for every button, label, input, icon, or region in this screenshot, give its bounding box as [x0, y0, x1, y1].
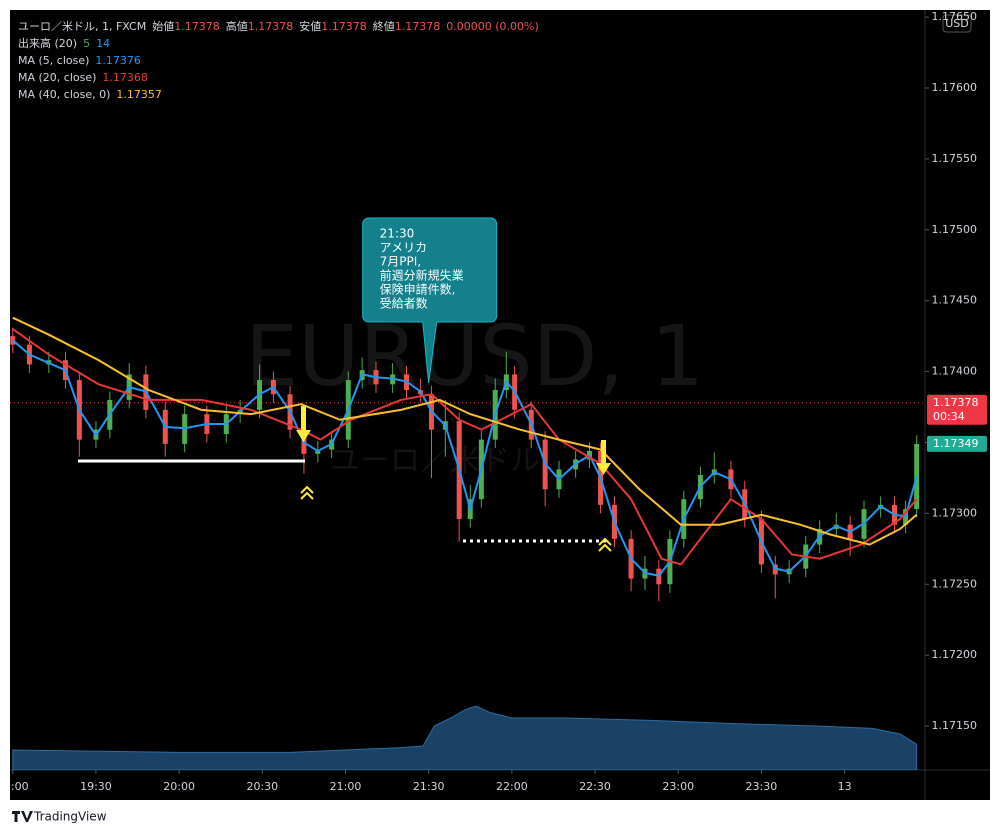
ma-line [12, 339, 918, 577]
brand: TradingView [33, 810, 107, 824]
down-arrow [296, 406, 311, 442]
x-tick-label: 19:00 [0, 780, 29, 793]
event-text: 21:30 [380, 227, 415, 241]
last-price-box [927, 394, 987, 425]
legend-text: 1.17378 [248, 20, 294, 33]
chevron [300, 485, 314, 494]
down-arrow [596, 440, 611, 475]
ma-line [12, 328, 918, 566]
last-price-label: 1.17378 [933, 396, 979, 409]
event-text: アメリカ [380, 241, 427, 255]
ma-line [12, 316, 918, 546]
drawings [78, 406, 612, 552]
y-tick-label: 1.17250 [932, 577, 978, 590]
legend-text: 5 [83, 37, 90, 50]
y-tick-label: 1.17650 [932, 10, 978, 23]
plot-area [10, 316, 925, 770]
chevron [598, 537, 612, 546]
legend-text: MA (40, close, 0) [18, 88, 110, 101]
y-tick-label: 1.17400 [932, 365, 978, 378]
currency[interactable]: USD [945, 17, 969, 30]
x-tick-label: 21:00 [330, 780, 362, 793]
legend-text: 1.17378 [174, 20, 220, 33]
x-tick-label: 21:30 [413, 780, 445, 793]
legend-text: MA (5, close) [18, 54, 89, 67]
watermark-layer: EURUSD, 1 ユーロ／米ドル [245, 307, 704, 479]
chevron [598, 543, 612, 552]
currency-box[interactable] [942, 14, 972, 33]
legend-text: 高値 [226, 19, 248, 33]
legend-text: 終値 [373, 19, 395, 33]
event-bubble [362, 217, 498, 383]
y-tick-label: 1.17450 [932, 294, 978, 307]
y-tick-label: 1.17150 [932, 719, 978, 732]
watermark-sub: ユーロ／米ドル [330, 444, 540, 479]
watermark: EURUSD, 1 [245, 307, 704, 405]
legend-text: 安値 [299, 19, 321, 33]
x-tick-label: 13 [838, 780, 852, 793]
brand-logo [12, 811, 33, 822]
x-tick-label: 23:00 [662, 780, 694, 793]
legend-text: 0.00000 (0.00%) [446, 20, 539, 33]
chevron [300, 491, 314, 500]
legend-text: 出来高 (20) [18, 36, 77, 50]
legend-text: 始値 [152, 19, 174, 33]
legend-text: MA (20, close) [18, 71, 96, 84]
x-axis: 19:00 19:30 20:00 20:30 21:00 21:30 22:00 22:30… [0, 770, 852, 793]
legend-text: 14 [96, 37, 110, 50]
legend-text: 1.17378 [395, 20, 441, 33]
countdown-label: 00:34 [933, 410, 965, 423]
x-tick-label: 20:00 [163, 780, 195, 793]
x-tick-label: 22:00 [496, 780, 528, 793]
x-tick-label: 23:30 [746, 780, 778, 793]
x-tick-label: 20:30 [246, 780, 278, 793]
y-tick-label: 1.17200 [932, 648, 978, 661]
legend-text: 1.17357 [116, 88, 162, 101]
event-text: 7月PPI, [380, 255, 421, 269]
volume-area [12, 705, 918, 770]
chart-background [10, 10, 990, 800]
close-price-label: 1.17349 [933, 437, 979, 450]
legend-text: ユーロ／米ドル, 1, FXCM [18, 20, 146, 33]
x-tick-label: 19:30 [80, 780, 112, 793]
y-tick-label: 1.17600 [932, 81, 978, 94]
legend-text: 1.17376 [95, 54, 141, 67]
event-text: 保険申請件数, [380, 282, 456, 297]
y-tick-label: 1.17500 [932, 223, 978, 236]
close-price-box [927, 435, 987, 452]
legend-text: 1.17368 [102, 71, 148, 84]
x-tick-label: 22:30 [579, 780, 611, 793]
event-text: 受給者数 [380, 296, 428, 311]
y-tick-label: 1.17550 [932, 152, 978, 165]
legend-text: 1.17378 [321, 20, 367, 33]
event-text: 前週分新規失業 [380, 268, 464, 283]
y-tick-label: 1.17300 [932, 506, 978, 519]
